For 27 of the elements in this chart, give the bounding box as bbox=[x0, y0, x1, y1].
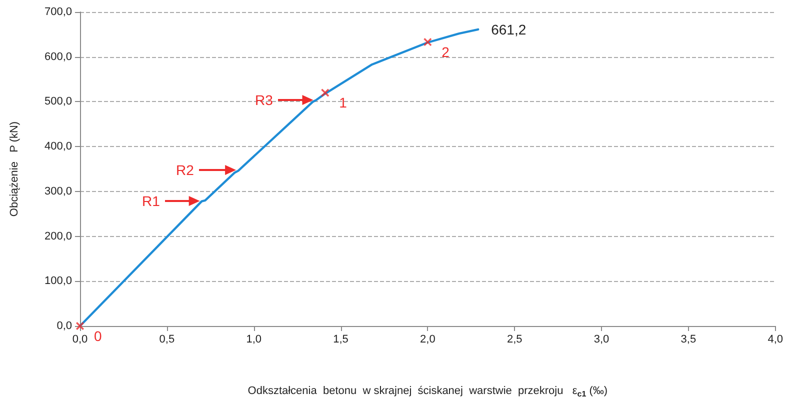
x-tick-label: 2,5 bbox=[506, 334, 522, 346]
y-axis-title: Obciążenie P (kN) bbox=[8, 121, 20, 217]
annotation: R1 bbox=[142, 193, 160, 209]
point bbox=[321, 88, 330, 97]
x-tick-label: 1,5 bbox=[333, 334, 348, 346]
annotation: 1 bbox=[339, 94, 348, 111]
x-tick-label: 0,0 bbox=[72, 334, 88, 346]
annotation: 0 bbox=[94, 328, 102, 344]
y-tick-label: 700,0 bbox=[44, 6, 72, 18]
x-tick-label: 3,0 bbox=[594, 334, 610, 346]
annotation: 2 bbox=[442, 44, 450, 60]
y-tick-label: 500,0 bbox=[44, 96, 72, 108]
point bbox=[424, 38, 432, 46]
annotation: R3 bbox=[255, 92, 274, 108]
annotation: R2 bbox=[176, 162, 194, 178]
annotation: 661,2 bbox=[491, 21, 526, 38]
x-tick-label: 1,0 bbox=[246, 334, 262, 346]
y-tick-label: 200,0 bbox=[44, 230, 72, 242]
x-tick-label: 4,0 bbox=[768, 334, 784, 346]
y-tick-label: 400,0 bbox=[44, 140, 72, 153]
y-tick-label: 0,0 bbox=[56, 320, 72, 332]
x-tick-label: 3,5 bbox=[680, 334, 696, 346]
y-tick-label: 300,0 bbox=[44, 185, 72, 198]
x-tick-label: 0,5 bbox=[159, 334, 175, 346]
x-tick-label: 2,0 bbox=[420, 334, 436, 346]
y-tick-label: 600,0 bbox=[44, 50, 72, 63]
y-tick-label: 100,0 bbox=[44, 275, 72, 288]
